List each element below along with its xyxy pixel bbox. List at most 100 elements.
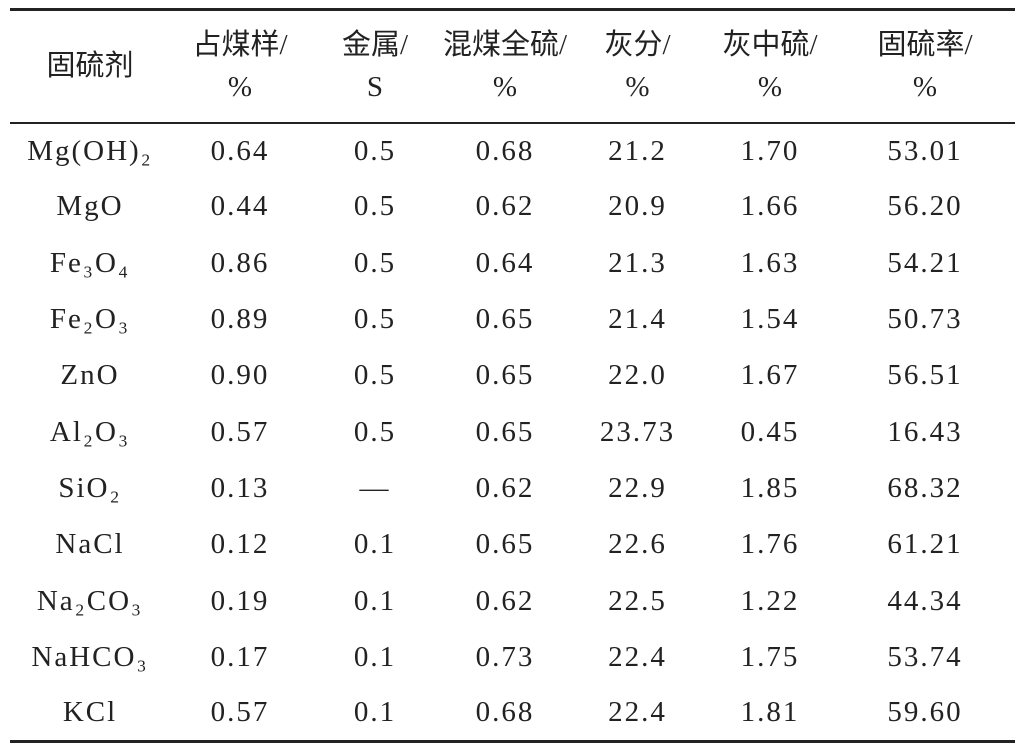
value-cell: 0.57 [210, 696, 270, 729]
table-row: Al₂O₃ 0.57 0.5 0.65 23.73 0.45 16.43 [10, 404, 1015, 460]
agent-cell: KCl [62, 696, 118, 729]
value-cell: 68.32 [887, 471, 963, 504]
value-cell: 21.3 [608, 246, 667, 279]
value-cell: 56.51 [887, 359, 963, 392]
value-cell: 1.66 [740, 190, 800, 223]
value-cell: 0.1 [353, 584, 397, 617]
agent-cell: Fe₂O₃ [49, 303, 131, 336]
value-cell: 0.68 [475, 134, 535, 167]
header-cell: 占煤样/ % [192, 29, 288, 104]
value-cell: 0.62 [475, 471, 535, 504]
value-cell: 0.64 [475, 246, 535, 279]
value-cell: 0.62 [475, 190, 535, 223]
value-cell: 16.43 [887, 415, 963, 448]
value-cell: 0.57 [210, 415, 270, 448]
value-cell: 22.9 [608, 471, 667, 504]
value-cell: 56.20 [887, 190, 963, 223]
value-cell: 0.5 [353, 303, 397, 336]
agent-cell: NaHCO₃ [31, 640, 149, 673]
value-cell: 1.22 [740, 584, 800, 617]
table-row: NaHCO₃ 0.17 0.1 0.73 22.4 1.75 53.74 [10, 629, 1015, 685]
value-cell: 0.65 [475, 528, 535, 561]
table-body: Mg(OH)₂ 0.64 0.5 0.68 21.2 1.70 53.01 MgO 0.44 0.… [10, 123, 1015, 742]
value-cell: 0.68 [475, 696, 535, 729]
value-cell: 22.6 [608, 528, 667, 561]
table-row: MgO 0.44 0.5 0.62 20.9 1.66 56.20 [10, 179, 1015, 235]
agent-cell: ZnO [60, 359, 120, 392]
value-cell: 0.45 [740, 415, 800, 448]
value-cell: 22.4 [608, 640, 667, 673]
value-cell: 53.01 [887, 134, 963, 167]
agent-cell: SiO₂ [58, 471, 122, 504]
value-cell: 1.63 [740, 246, 800, 279]
value-cell: 0.65 [475, 415, 535, 448]
value-cell: 22.4 [608, 696, 667, 729]
value-cell: 59.60 [887, 696, 963, 729]
value-cell: 54.21 [887, 246, 963, 279]
value-cell: 0.64 [210, 134, 270, 167]
value-cell: 0.12 [210, 528, 270, 561]
header-cell: 固硫剂 [46, 50, 134, 83]
value-cell: 0.65 [475, 359, 535, 392]
value-cell: 61.21 [887, 528, 963, 561]
value-cell: 0.62 [475, 584, 535, 617]
value-cell: 0.5 [353, 190, 397, 223]
value-cell: 21.2 [608, 134, 667, 167]
value-cell: 0.1 [353, 640, 397, 673]
agent-cell: NaCl [55, 528, 125, 561]
value-cell: 0.13 [210, 471, 270, 504]
value-cell: 0.1 [353, 696, 397, 729]
header-cell: 灰中硫/ % [722, 29, 818, 104]
value-cell: 0.5 [353, 359, 397, 392]
value-cell: 0.44 [210, 190, 270, 223]
value-cell: 20.9 [608, 190, 667, 223]
agent-cell: Na₂CO₃ [36, 584, 144, 617]
value-cell: — [359, 471, 391, 504]
table-row: Fe₃O₄ 0.86 0.5 0.64 21.3 1.63 54.21 [10, 235, 1015, 291]
table-row: NaCl 0.12 0.1 0.65 22.6 1.76 61.21 [10, 517, 1015, 573]
value-cell: 1.75 [740, 640, 800, 673]
header-cell: 金属/ S [341, 29, 409, 104]
value-cell: 0.5 [353, 134, 397, 167]
value-cell: 0.19 [210, 584, 270, 617]
value-cell: 0.86 [210, 246, 270, 279]
table-row: KCl 0.57 0.1 0.68 22.4 1.81 59.60 [10, 685, 1015, 742]
value-cell: 1.67 [740, 359, 800, 392]
value-cell: 53.74 [887, 640, 963, 673]
header-cell: 混煤全硫/ % [442, 29, 568, 104]
value-cell: 0.89 [210, 303, 270, 336]
value-cell: 0.73 [475, 640, 535, 673]
value-cell: 1.70 [740, 134, 800, 167]
header-cell: 固硫率/ % [877, 29, 973, 104]
value-cell: 0.5 [353, 415, 397, 448]
header-row: 固硫剂 占煤样/ % 金属/ S 混煤全硫/ % 灰分/ % 灰中硫/ % 固硫率/ % [10, 9, 1015, 123]
agent-cell: Mg(OH)₂ [27, 134, 153, 167]
value-cell: 1.54 [740, 303, 800, 336]
table-row: SiO₂ 0.13 — 0.62 22.9 1.85 68.32 [10, 460, 1015, 516]
value-cell: 1.76 [740, 528, 800, 561]
data-table: 固硫剂 占煤样/ % 金属/ S 混煤全硫/ % 灰分/ % 灰中硫/ % 固硫率/ % M… [10, 8, 1015, 743]
value-cell: 23.73 [599, 415, 676, 448]
value-cell: 50.73 [887, 303, 963, 336]
table-row: ZnO 0.90 0.5 0.65 22.0 1.67 56.51 [10, 348, 1015, 404]
value-cell: 0.5 [353, 246, 397, 279]
table-row: Na₂CO₃ 0.19 0.1 0.62 22.5 1.22 44.34 [10, 573, 1015, 629]
value-cell: 0.17 [210, 640, 270, 673]
value-cell: 0.65 [475, 303, 535, 336]
value-cell: 1.81 [740, 696, 800, 729]
table-row: Mg(OH)₂ 0.64 0.5 0.68 21.2 1.70 53.01 [10, 123, 1015, 179]
value-cell: 44.34 [887, 584, 963, 617]
value-cell: 22.0 [608, 359, 667, 392]
value-cell: 21.4 [608, 303, 667, 336]
agent-cell: Fe₃O₄ [49, 246, 131, 279]
agent-cell: Al₂O₃ [49, 415, 131, 448]
value-cell: 22.5 [608, 584, 667, 617]
header-cell: 灰分/ % [604, 29, 671, 104]
value-cell: 1.85 [740, 471, 800, 504]
value-cell: 0.1 [353, 528, 397, 561]
table-header: 固硫剂 占煤样/ % 金属/ S 混煤全硫/ % 灰分/ % 灰中硫/ % 固硫率/ % [10, 9, 1015, 123]
value-cell: 0.90 [210, 359, 270, 392]
table-row: Fe₂O₃ 0.89 0.5 0.65 21.4 1.54 50.73 [10, 291, 1015, 347]
agent-cell: MgO [56, 190, 124, 223]
